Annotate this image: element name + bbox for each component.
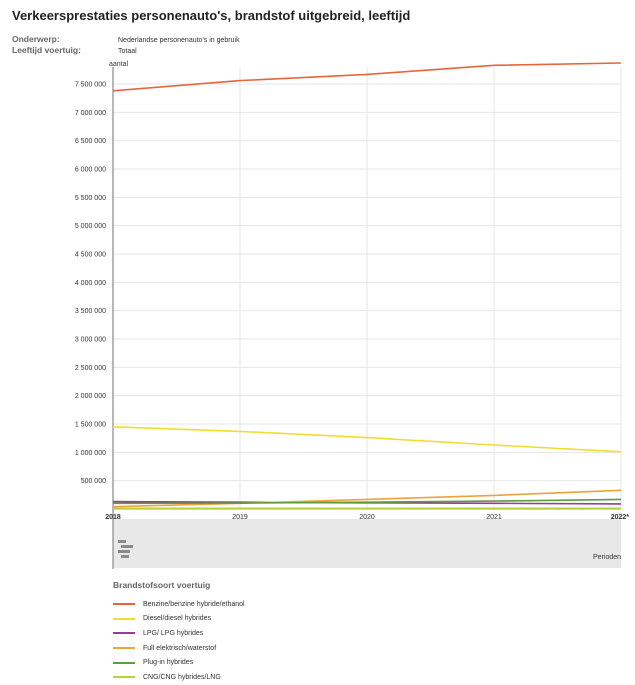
meta-value: Totaal <box>118 48 137 55</box>
legend-label: Full elektrisch/waterstof <box>143 644 217 652</box>
y-tick-label: 5 500 000 <box>75 195 106 202</box>
legend-label: LPG/ LPG hybrides <box>143 629 204 637</box>
legend-item[interactable]: CNG/CNG hybrides/LNG <box>113 670 245 685</box>
x-tick-label: 2018 <box>105 514 121 521</box>
series-line <box>112 489 622 508</box>
y-tick-label: 3 500 000 <box>75 308 106 315</box>
legend-swatch <box>113 661 135 664</box>
legend-swatch <box>113 676 135 679</box>
legend-label: Plug-in hybrides <box>143 659 194 667</box>
page-title: Verkeersprestaties personenauto's, brand… <box>12 8 411 23</box>
legend-swatch <box>113 632 135 635</box>
legend-item[interactable]: Diesel/diesel hybrides <box>113 612 245 627</box>
legend-item[interactable]: Benzine/benzine hybride/ethanol <box>113 597 245 612</box>
legend: Brandstofsoort voertuig Benzine/benzine … <box>113 580 245 685</box>
y-tick-label: 4 500 000 <box>75 252 106 259</box>
legend-item[interactable]: LPG/ LPG hybrides <box>113 626 245 641</box>
legend-label: Benzine/benzine hybride/ethanol <box>143 600 245 608</box>
legend-swatch <box>113 647 135 650</box>
y-tick-label: 2 500 000 <box>75 365 106 372</box>
legend-label: CNG/CNG hybrides/LNG <box>143 673 221 681</box>
x-tick-label: 2022* <box>611 514 630 521</box>
legend-label: Diesel/diesel hybrides <box>143 615 212 623</box>
legend-item[interactable]: Full elektrisch/waterstof <box>113 641 245 656</box>
meta-key: Onderwerp: <box>12 34 60 44</box>
y-axis-title: aantal <box>109 61 129 68</box>
x-tick-label: 2020 <box>359 514 375 521</box>
x-axis-band <box>113 519 621 568</box>
y-tick-label: 1 500 000 <box>75 422 106 429</box>
series-line <box>112 426 622 453</box>
y-tick-label: 2 000 000 <box>75 393 106 400</box>
meta-key: Leeftijd voertuig: <box>12 45 81 55</box>
y-tick-label: 5 000 000 <box>75 223 106 230</box>
y-tick-label: 1 000 000 <box>75 450 106 457</box>
y-tick-label: 6 500 000 <box>75 138 106 145</box>
x-tick-label: 2019 <box>232 514 248 521</box>
series-line <box>112 62 622 92</box>
legend-title: Brandstofsoort voertuig <box>113 580 211 590</box>
legend-swatch <box>113 617 135 620</box>
y-tick-label: 7 000 000 <box>75 110 106 117</box>
y-tick-label: 6 000 000 <box>75 167 106 174</box>
y-tick-label: 500 000 <box>81 478 106 485</box>
legend-item[interactable]: Plug-in hybrides <box>113 655 245 670</box>
meta-value: Nederlandse personenauto's in gebruik <box>118 37 240 44</box>
meta-row-leeftijd: Leeftijd voertuig: Totaal <box>12 45 137 55</box>
meta-row-onderwerp: Onderwerp: Nederlandse personenauto's in … <box>12 34 240 44</box>
legend-swatch <box>113 603 135 606</box>
y-tick-label: 3 000 000 <box>75 337 106 344</box>
y-tick-label: 7 500 000 <box>75 82 106 89</box>
x-axis-title: Perioden <box>593 554 622 561</box>
y-tick-label: 4 000 000 <box>75 280 106 287</box>
series-line <box>112 498 622 505</box>
x-tick-label: 2021 <box>486 514 502 521</box>
cbs-logo-icon <box>118 540 133 558</box>
